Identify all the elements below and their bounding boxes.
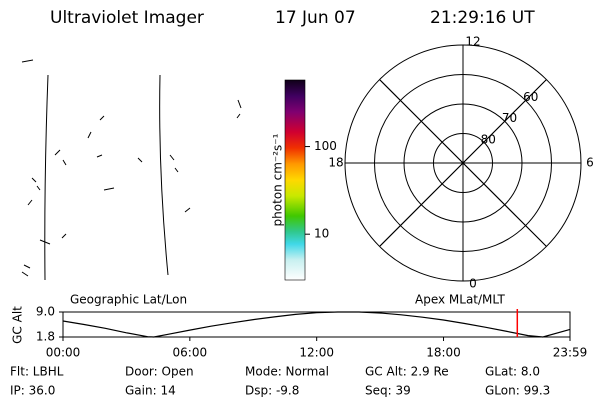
status-field: Flt: LBHL xyxy=(10,365,64,379)
status-field: IP: 36.0 xyxy=(10,384,55,398)
x-tick-label: 23:59 xyxy=(553,346,588,360)
status-field: Gain: 14 xyxy=(125,384,176,398)
x-tick-label: 06:00 xyxy=(173,346,208,360)
colorbar-label: photon cm⁻²s⁻¹ xyxy=(271,133,285,226)
map xyxy=(21,59,242,281)
status-field: GC Alt: 2.9 Re xyxy=(365,365,449,379)
timeline-left-label: Geographic Lat/Lon xyxy=(70,293,187,307)
time: 21:29:16 UT xyxy=(430,8,535,28)
title: Ultraviolet Imager xyxy=(50,8,204,28)
timeline-frame xyxy=(62,311,571,338)
colorbar-tick-label: 10 xyxy=(314,227,329,241)
timeline-right-label: Apex MLat/MLT xyxy=(415,293,505,307)
mlt-label: 0 xyxy=(469,277,477,291)
colorbar xyxy=(284,79,306,281)
date: 17 Jun 07 xyxy=(275,8,356,28)
status-field: Door: Open xyxy=(125,365,194,379)
x-tick-label: 18:00 xyxy=(426,346,461,360)
status-field: Seq: 39 xyxy=(365,384,411,398)
x-tick-label: 12:00 xyxy=(299,346,334,360)
status-field: GLon: 99.3 xyxy=(485,384,550,398)
y-tick-label: 1.8 xyxy=(36,330,55,344)
colorbar-tick-label: 100 xyxy=(314,139,337,153)
lat-label: 70 xyxy=(502,111,517,125)
lat-label: 60 xyxy=(523,90,538,104)
status-field: Mode: Normal xyxy=(245,365,329,379)
mlt-label: 12 xyxy=(465,35,480,49)
mlt-label: 6 xyxy=(586,156,594,170)
status-field: GLat: 8.0 xyxy=(485,365,540,379)
status-field: Dsp: -9.8 xyxy=(245,384,299,398)
timeline-y-label: GC Alt xyxy=(11,306,25,344)
y-tick-label: 9.0 xyxy=(36,305,55,319)
x-tick-label: 00:00 xyxy=(46,346,81,360)
altitude-line xyxy=(62,311,571,338)
lat-label: 80 xyxy=(481,132,496,146)
mlt-label: 18 xyxy=(328,156,343,170)
